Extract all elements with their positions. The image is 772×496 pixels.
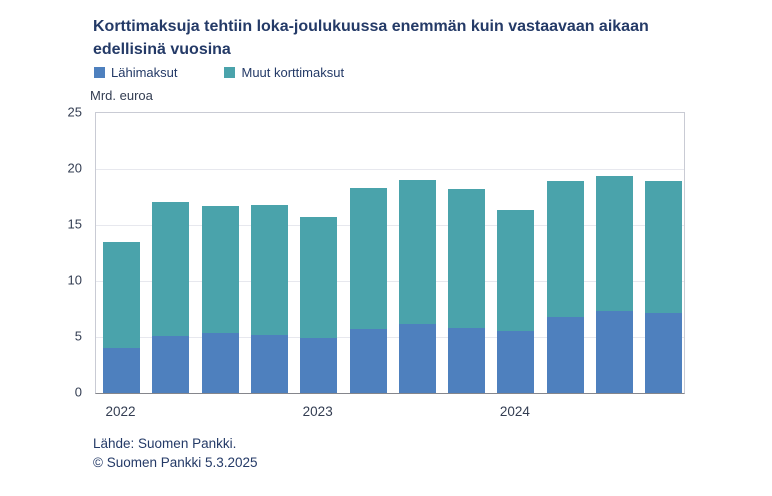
x-tick-label-2022: 2022 [105, 404, 136, 419]
y-tick-label-20: 20 [67, 160, 82, 176]
y-axis-title: Mrd. euroa [90, 88, 153, 103]
gridline-15 [96, 225, 684, 226]
y-tick-label-10: 10 [67, 272, 82, 288]
y-tick-label-25: 25 [67, 104, 82, 120]
bar-segment-l-himaksut-2023-Q1 [300, 338, 338, 393]
y-tick-label-15: 15 [67, 216, 82, 232]
bar-segment-l-himaksut-2022-Q4 [250, 334, 288, 393]
bar-segment-muut-korttimaksut-2023-Q4 [448, 189, 486, 329]
bar-segment-l-himaksut-2024-Q3 [596, 311, 633, 393]
chart-footer: Lähde: Suomen Pankki. © Suomen Pankki 5.… [93, 434, 258, 472]
bar-segment-muut-korttimaksut-2023-Q3 [398, 180, 436, 324]
bar-segment-l-himaksut-2024-Q4 [645, 313, 683, 393]
bar-segment-muut-korttimaksut-2024-Q2 [546, 181, 584, 317]
chart-title: Korttimaksuja tehtiin loka-joulukuussa e… [93, 15, 733, 61]
bar-segment-muut-korttimaksut-2022-Q3 [201, 205, 239, 333]
legend-item-lahimaksut: Lähimaksut [94, 65, 177, 80]
legend-label-muut-korttimaksut: Muut korttimaksut [241, 65, 345, 80]
source-note: Lähde: Suomen Pankki. [93, 436, 237, 451]
y-tick-label-5: 5 [74, 328, 82, 344]
x-tick-label-2023: 2023 [302, 404, 333, 419]
bar-segment-muut-korttimaksut-2022-Q2 [152, 201, 190, 336]
legend-swatch-muut-korttimaksut [224, 67, 236, 78]
gridline-10 [96, 281, 684, 282]
bar-segment-muut-korttimaksut-2024-Q1 [497, 210, 535, 332]
bar-segment-l-himaksut-2022-Q2 [152, 335, 190, 393]
bar-segment-l-himaksut-2022-Q3 [201, 332, 239, 393]
bar-segment-muut-korttimaksut-2024-Q3 [596, 175, 633, 312]
bar-segment-muut-korttimaksut-2023-Q1 [300, 217, 338, 339]
x-tick-label-2024: 2024 [499, 404, 530, 419]
chart-title-line1: Korttimaksuja tehtiin loka-joulukuussa e… [93, 18, 649, 35]
legend-label-lahimaksut: Lähimaksut [111, 65, 178, 80]
bar-segment-l-himaksut-2023-Q2 [349, 329, 387, 393]
bar-segment-l-himaksut-2023-Q3 [398, 323, 436, 393]
bar-segment-muut-korttimaksut-2022-Q1 [103, 241, 140, 349]
legend-item-muut-korttimaksut: Muut korttimaksut [224, 65, 344, 80]
chart-title-line2: edellisinä vuosina [93, 41, 231, 58]
plot-area [95, 112, 685, 394]
gridline-20 [96, 169, 684, 170]
bar-segment-muut-korttimaksut-2023-Q2 [349, 188, 387, 330]
legend-swatch-lahimaksut [94, 67, 105, 78]
bar-segment-muut-korttimaksut-2024-Q4 [645, 181, 683, 314]
y-tick-label-0: 0 [74, 384, 82, 400]
chart-legend: Lähimaksut Muut korttimaksut [94, 65, 344, 80]
bar-segment-l-himaksut-2022-Q1 [103, 348, 140, 393]
gridline-5 [96, 337, 684, 338]
bar-segment-muut-korttimaksut-2022-Q4 [250, 204, 288, 335]
bar-segment-l-himaksut-2023-Q4 [448, 328, 486, 393]
bar-segment-l-himaksut-2024-Q2 [546, 316, 584, 393]
bar-segment-l-himaksut-2024-Q1 [497, 331, 535, 393]
copyright-note: © Suomen Pankki 5.3.2025 [93, 455, 258, 470]
